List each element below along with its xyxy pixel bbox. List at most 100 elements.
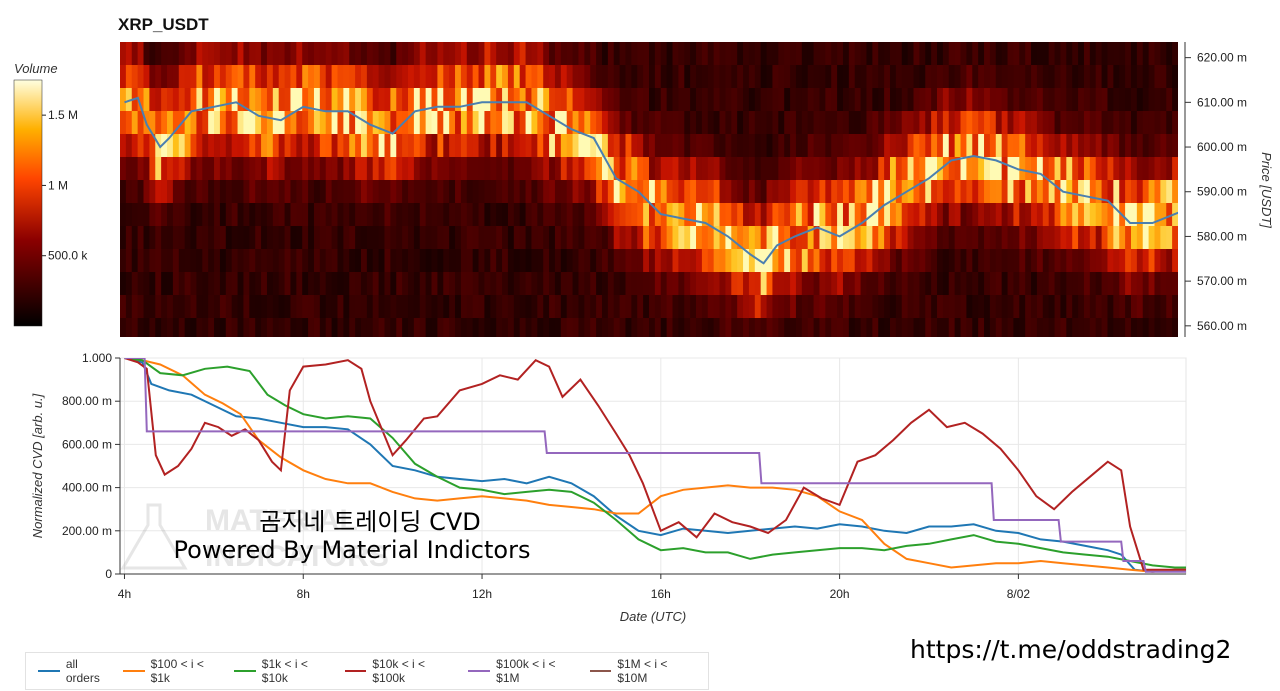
heatmap-cell bbox=[1166, 42, 1173, 65]
heatmap-cell bbox=[478, 226, 486, 249]
heatmap-cell bbox=[1142, 157, 1150, 180]
legend-item-0[interactable]: all orders bbox=[38, 657, 115, 685]
heatmap-cell bbox=[748, 42, 756, 65]
heatmap-cell bbox=[149, 318, 156, 337]
heatmap-cell bbox=[713, 295, 721, 318]
heatmap-cell bbox=[161, 180, 168, 203]
heatmap-cell bbox=[402, 180, 409, 203]
heatmap-cell bbox=[202, 42, 209, 65]
heatmap-cell bbox=[860, 272, 868, 295]
heatmap-cell bbox=[161, 88, 168, 111]
heatmap-cell bbox=[143, 318, 150, 337]
heatmap-cell bbox=[1136, 111, 1144, 134]
heatmap-cell bbox=[1066, 157, 1073, 180]
heatmap-cell bbox=[484, 111, 491, 134]
heatmap-cell bbox=[184, 295, 192, 318]
heatmap-cell bbox=[754, 272, 762, 295]
legend-item-4[interactable]: $100k < i < $1M bbox=[468, 657, 581, 685]
heatmap-cell bbox=[842, 88, 850, 111]
heatmap-cell bbox=[1007, 42, 1015, 65]
heatmap-cell bbox=[455, 42, 462, 65]
heatmap-cell bbox=[696, 249, 703, 272]
heatmap-cell bbox=[554, 88, 562, 111]
heatmap-cell bbox=[566, 88, 574, 111]
heatmap-cell bbox=[819, 272, 826, 295]
heatmap-cell bbox=[302, 65, 309, 88]
legend-swatch bbox=[233, 670, 256, 672]
heatmap-cell bbox=[531, 111, 538, 134]
heatmap-cell bbox=[249, 65, 256, 88]
heatmap-cell bbox=[507, 42, 515, 65]
heatmap-cell bbox=[343, 203, 350, 226]
legend-item-3[interactable]: $10k < i < $100k bbox=[344, 657, 461, 685]
heatmap-cell bbox=[1142, 295, 1150, 318]
heatmap-cell bbox=[554, 65, 562, 88]
heatmap-cell bbox=[1019, 134, 1026, 157]
heatmap-cell bbox=[743, 203, 750, 226]
heatmap-cell bbox=[937, 65, 944, 88]
heatmap-cell bbox=[972, 180, 979, 203]
heatmap-cell bbox=[666, 180, 674, 203]
heatmap-cell bbox=[960, 226, 967, 249]
heatmap-cell bbox=[484, 203, 491, 226]
heatmap-cell bbox=[1036, 157, 1044, 180]
heatmap-cell bbox=[437, 203, 444, 226]
heatmap-cell bbox=[554, 157, 562, 180]
heatmap-cell bbox=[854, 134, 862, 157]
legend-item-2[interactable]: $1k < i < $10k bbox=[233, 657, 337, 685]
heatmap-cell bbox=[937, 272, 944, 295]
heatmap-cell bbox=[384, 42, 391, 65]
heatmap-cell bbox=[760, 88, 768, 111]
heatmap-cell bbox=[772, 203, 779, 226]
heatmap-cell bbox=[1025, 111, 1032, 134]
heatmap-cell bbox=[313, 272, 321, 295]
heatmap-cell bbox=[925, 88, 932, 111]
heatmap-cell bbox=[607, 272, 615, 295]
heatmap-cell bbox=[1172, 318, 1178, 337]
heatmap-cell bbox=[584, 42, 591, 65]
heatmap-cell bbox=[801, 249, 809, 272]
heatmap-cell bbox=[543, 272, 550, 295]
heatmap-cell bbox=[989, 203, 997, 226]
heatmap-cell bbox=[984, 295, 991, 318]
legend-item-1[interactable]: $100 < i < $1k bbox=[122, 657, 226, 685]
heatmap-cell bbox=[643, 203, 650, 226]
heatmap-cell bbox=[484, 318, 491, 337]
heatmap-cell bbox=[313, 180, 321, 203]
heatmap-cell bbox=[478, 42, 486, 65]
heatmap-cell bbox=[225, 134, 233, 157]
heatmap-cell bbox=[178, 65, 186, 88]
heatmap-cell bbox=[513, 180, 521, 203]
heatmap-cell bbox=[766, 42, 774, 65]
heatmap-cell bbox=[590, 272, 597, 295]
heatmap-cell bbox=[601, 42, 609, 65]
heatmap-cell bbox=[872, 88, 879, 111]
heatmap-cell bbox=[208, 226, 215, 249]
heatmap-cell bbox=[631, 111, 638, 134]
heatmap-cell bbox=[972, 272, 979, 295]
heatmap-cell bbox=[895, 295, 903, 318]
heatmap-cell bbox=[1066, 318, 1073, 337]
heatmap-cell bbox=[172, 157, 180, 180]
heatmap-cell bbox=[948, 88, 956, 111]
heatmap-cell bbox=[1083, 88, 1091, 111]
heatmap-cell bbox=[1060, 203, 1067, 226]
heatmap-cell bbox=[531, 42, 538, 65]
telegram-url: https://t.me/oddstrading2 bbox=[910, 635, 1232, 664]
heatmap-cell bbox=[502, 111, 509, 134]
heatmap-cell bbox=[1054, 134, 1062, 157]
legend-item-5[interactable]: $1M < i < $10M bbox=[589, 657, 701, 685]
heatmap-cell bbox=[419, 111, 427, 134]
heatmap-cell bbox=[131, 180, 139, 203]
heatmap-cell bbox=[878, 180, 885, 203]
heatmap-cell bbox=[584, 203, 591, 226]
heatmap-cell bbox=[1107, 249, 1114, 272]
heatmap-cell bbox=[878, 295, 885, 318]
heatmap-cell bbox=[948, 226, 956, 249]
heatmap-cell bbox=[384, 203, 391, 226]
heatmap-cell bbox=[931, 157, 938, 180]
heatmap-cell bbox=[813, 249, 821, 272]
heatmap-cell bbox=[995, 88, 1003, 111]
heatmap-cell bbox=[590, 42, 597, 65]
heatmap-cell bbox=[995, 318, 1003, 337]
